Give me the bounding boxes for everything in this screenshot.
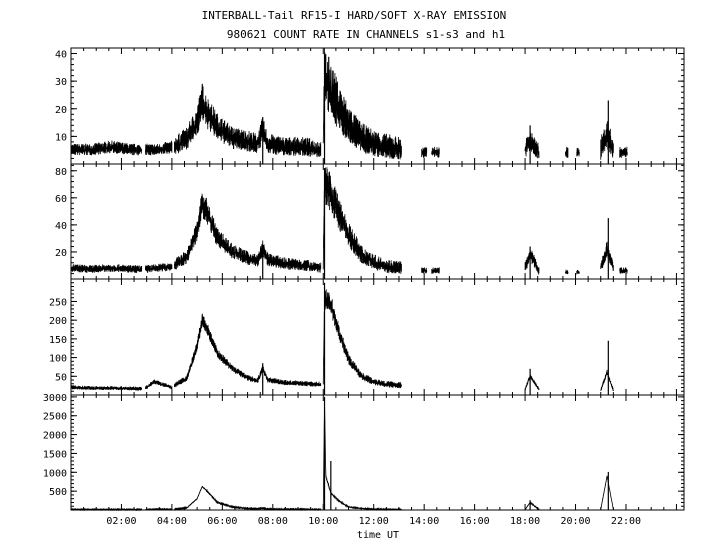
x-tick-label: 02:00	[106, 516, 136, 527]
data-series-segment	[322, 289, 402, 389]
data-series-segment	[421, 146, 428, 158]
x-tick-label: 06:00	[207, 516, 237, 527]
data-series-segment	[145, 507, 173, 511]
x-tick-label: 12:00	[359, 516, 389, 527]
panel-frame	[70, 278, 685, 396]
x-axis-label: time UT	[357, 530, 399, 541]
panel-s2: 20 40 60 80	[55, 163, 685, 280]
data-series-segment	[619, 267, 628, 274]
x-tick-label: 16:00	[460, 516, 490, 527]
y-tick-label: 2000	[43, 431, 67, 442]
y-tick-label: 20	[55, 248, 67, 259]
x-tick-label: 18:00	[510, 516, 540, 527]
chart-subtitle: 980621 COUNT RATE IN CHANNELS s1-s3 and …	[227, 28, 505, 41]
data-series-segment	[565, 269, 569, 275]
data-series-segment	[524, 374, 540, 391]
data-series-segment	[524, 131, 540, 159]
y-tick-label: 150	[49, 335, 67, 346]
data-series-segment	[174, 193, 322, 273]
panel-s3: 50 100 150 200 250	[49, 278, 685, 396]
y-tick-label: 80	[55, 167, 67, 178]
y-tick-label: 40	[55, 221, 67, 232]
y-tick-label: 500	[49, 487, 67, 498]
data-series-segment	[70, 385, 143, 391]
data-series-segment	[524, 501, 540, 511]
data-series-segment	[619, 146, 628, 158]
y-tick-label: 100	[49, 354, 67, 365]
data-series-segment	[322, 167, 402, 274]
data-series-segment	[174, 313, 322, 388]
data-series-segment	[145, 263, 173, 273]
x-tick-label: 20:00	[560, 516, 590, 527]
y-tick-label: 3000	[43, 393, 67, 404]
y-tick-label: 40	[55, 50, 67, 61]
data-series-segment	[70, 507, 143, 512]
y-tick-label: 60	[55, 194, 67, 205]
data-series-segment	[70, 140, 143, 156]
data-series-segment	[174, 485, 322, 512]
data-series-segment	[145, 140, 173, 156]
x-tick-label: 08:00	[258, 516, 288, 527]
y-tick-label: 250	[49, 297, 67, 308]
x-tick-label: 14:00	[409, 516, 439, 527]
x-tick-label: 04:00	[157, 516, 187, 527]
data-series-segment	[322, 47, 402, 160]
y-tick-label: 2500	[43, 412, 67, 423]
data-series-segment	[145, 379, 173, 390]
x-tick-label: 10:00	[308, 516, 338, 527]
x-axis: 02:00 04:00 06:00 08:00 10:00 12:00 14:00 16:00…	[106, 516, 641, 527]
y-tick-label: 1000	[43, 468, 67, 479]
data-series-segment	[576, 269, 580, 275]
chart-title: INTERBALL-Tail RF15-I HARD/SOFT X-RAY EM…	[202, 9, 507, 22]
panel-h1: 500 1000 1500 2000 2500 3000	[43, 393, 685, 512]
data-series-segment	[70, 264, 143, 273]
y-tick-label: 20	[55, 105, 67, 116]
y-tick-label: 200	[49, 316, 67, 327]
data-series-segment	[565, 147, 569, 158]
data-series-segment	[174, 83, 322, 158]
data-series-segment	[322, 403, 402, 512]
data-series-segment	[421, 267, 428, 274]
data-series-segment	[600, 241, 614, 271]
panel-frame	[70, 394, 685, 511]
y-tick-label: 50	[55, 372, 67, 383]
y-tick-label: 10	[55, 132, 67, 143]
data-series-segment	[431, 146, 440, 158]
data-series-segment	[431, 267, 440, 274]
data-series-segment	[576, 147, 580, 157]
x-tick-label: 22:00	[611, 516, 641, 527]
data-series-segment	[600, 121, 614, 160]
panel-s1: 10 20 30 40	[55, 47, 685, 165]
y-tick-label: 30	[55, 77, 67, 88]
data-series-segment	[600, 369, 614, 391]
data-series-segment	[524, 250, 540, 275]
y-tick-label: 1500	[43, 449, 67, 460]
data-series-segment	[600, 475, 614, 510]
